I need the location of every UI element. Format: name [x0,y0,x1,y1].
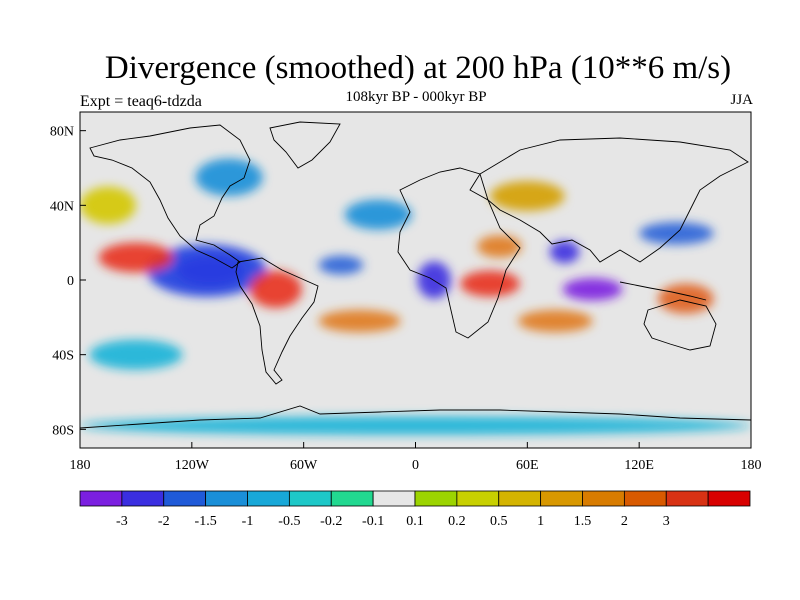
lat-tick-label: 80S [52,423,74,438]
lon-tick-label: 60E [516,458,539,473]
colorbar-swatch [707,490,751,507]
colorbar-swatch [456,490,500,507]
coastline-south-america [235,257,319,385]
blob-indian-convergence [562,278,623,301]
colorbar-swatch [372,490,416,507]
blob-east-pacific-convergence-halo [147,244,267,297]
colorbar-label: -1.5 [195,514,217,529]
colorbar-label: -3 [116,514,128,529]
coastline-indonesia [619,281,707,301]
blob-india-convergence [549,240,580,264]
map-axes: 80N 40N 0 40S 80S 180 120W 60W 0 60E 120E 180 [50,125,762,473]
lon-tick-label: 0 [412,458,419,473]
colorbar-swatch [414,490,458,507]
lon-tick-label: 120E [624,458,654,473]
colorbar-swatch [79,490,123,507]
lon-tick-label: 180 [741,458,762,473]
colorbar-label: 1.5 [574,514,592,529]
colorbar-label: -0.1 [362,514,384,529]
blob-europe-convergence [344,199,412,230]
colorbar-swatch [582,490,625,507]
colorbar-label: 1 [537,514,544,529]
colorbar-swatch [498,490,542,507]
colorbar-swatch [163,490,207,507]
coastlines [80,121,751,429]
colorbar: -3 -2 -1.5 -1 -0.5 -0.2 -0.1 0.1 0.2 0.5 1 1.5 2 3 [79,490,751,529]
blob-africa-divergence [460,270,520,297]
coastline-australia [643,299,717,351]
lat-tick-label: 0 [67,274,74,289]
coastline-antarctica [80,405,751,429]
colorbar-label: 3 [663,514,670,529]
colorbar-label: 0.2 [448,514,466,529]
blob-southern-ocean-convergence [89,339,183,370]
colorbar-swatch [330,490,374,507]
lon-tick-label: 120W [175,458,210,473]
coastline-asia [479,137,749,263]
colorbar-label: -2 [158,514,170,529]
colorbar-label: -0.2 [320,514,342,529]
divergence-field [80,158,751,435]
chart-title: Divergence (smoothed) at 200 hPa (10**6 … [104,50,732,86]
colorbar-label: -0.5 [278,514,300,529]
colorbar-swatch [121,490,165,507]
blob-west-pacific-divergence [657,283,714,314]
blob-atlantic-convergence [318,255,364,275]
blob-central-pacific-divergence [98,242,174,273]
colorbar-label: 0.5 [490,514,508,529]
colorbar-swatch [665,490,709,507]
colorbar-label: -1 [242,514,254,529]
lon-tick-label: 180 [70,458,91,473]
coastline-north-america [89,124,251,269]
blob-sahara-divergence [477,235,522,258]
colorbar-label: 0.1 [406,514,424,529]
blob-south-america-divergence [249,270,302,309]
lon-tick-label: 60W [290,458,318,473]
coastline-europe-africa [397,167,521,339]
blob-north-america-convergence [195,158,263,196]
colorbar-label: 2 [621,514,628,529]
chart-subtitle: 108kyr BP - 000kyr BP [345,89,487,105]
lat-tick-label: 80N [50,125,74,140]
blob-south-indian-divergence [518,309,593,333]
colorbar-swatch [288,490,332,507]
blob-africa-convergence [417,261,451,299]
blob-antarctic-band [80,416,751,435]
coastline-greenland [269,121,341,169]
blob-north-pacific-divergence [80,186,136,224]
colorbar-swatch [247,490,290,507]
colorbar-swatch [540,490,583,507]
colorbar-swatch [205,490,248,507]
blob-asia-divergence [490,181,565,211]
experiment-label: Expt = teaq6-tdzda [80,93,202,110]
season-label: JJA [730,92,753,108]
lat-tick-label: 40N [50,199,74,214]
lat-tick-label: 40S [52,349,74,364]
colorbar-swatch [623,490,667,507]
blob-south-atlantic-divergence [318,309,401,333]
